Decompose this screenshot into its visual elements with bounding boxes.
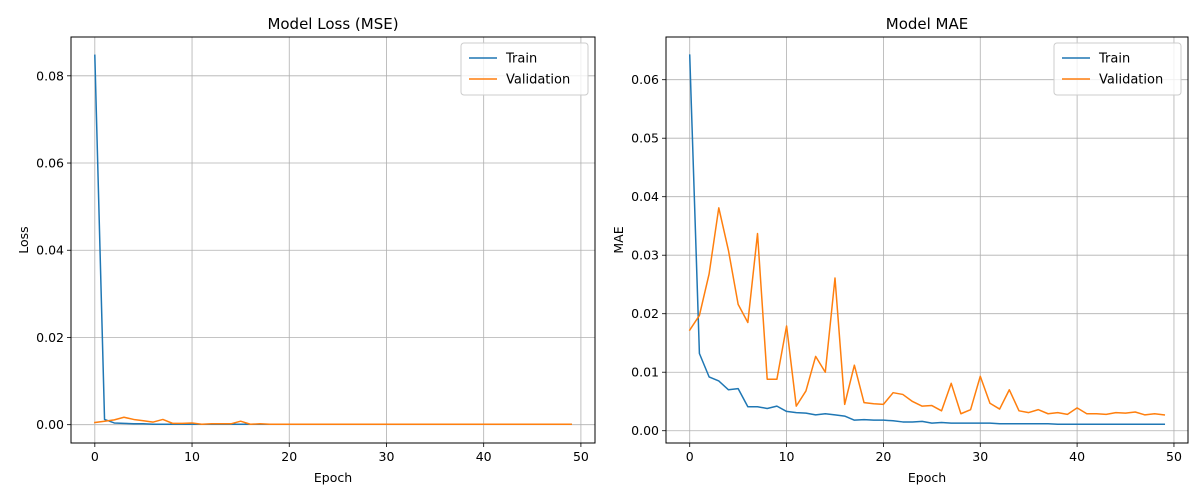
x-tick-label: 10 bbox=[184, 449, 200, 464]
legend-label-train: Train bbox=[1098, 52, 1130, 67]
legend-label-validation: Validation bbox=[506, 73, 570, 88]
x-axis-label: Epoch bbox=[908, 470, 946, 485]
y-tick-label: 0.08 bbox=[36, 68, 64, 83]
x-tick-label: 50 bbox=[1166, 449, 1182, 464]
x-tick-label: 20 bbox=[875, 449, 891, 464]
legend-box bbox=[1053, 42, 1182, 96]
x-tick-label: 30 bbox=[972, 449, 988, 464]
chart-title: Model Loss (MSE) bbox=[267, 15, 398, 33]
mae-subplot: Model MAE Epoch MAE 0 10 20 30 40 50 0.00 0.01 0… bbox=[611, 15, 1189, 485]
legend: Train Validation bbox=[1053, 42, 1182, 96]
plot-frame bbox=[665, 36, 1189, 444]
x-tick-label: 10 bbox=[779, 449, 795, 464]
y-axis-label: MAE bbox=[611, 226, 626, 253]
x-axis-label: Epoch bbox=[314, 470, 352, 485]
x-tick-label: 30 bbox=[379, 449, 395, 464]
y-tick-label: 0.04 bbox=[631, 189, 659, 204]
y-tick-label: 0.00 bbox=[36, 417, 64, 432]
legend-box bbox=[460, 42, 589, 96]
y-tick-label: 0.02 bbox=[631, 306, 659, 321]
y-tick-label: 0.01 bbox=[631, 365, 659, 380]
series-line-validation bbox=[93, 416, 572, 425]
legend: Train Validation bbox=[460, 42, 589, 96]
chart-title: Model MAE bbox=[886, 15, 969, 33]
y-tick-label: 0.06 bbox=[631, 72, 659, 87]
x-tick-label: 40 bbox=[476, 449, 492, 464]
series-line-train bbox=[688, 54, 1166, 426]
x-tick-label: 20 bbox=[281, 449, 297, 464]
plot-frame bbox=[70, 36, 596, 444]
series-line-train bbox=[94, 54, 572, 425]
x-tick-label: 0 bbox=[91, 449, 99, 464]
series-line-validation bbox=[688, 207, 1166, 416]
y-tick-label: 0.06 bbox=[36, 156, 64, 171]
x-tick-label: 40 bbox=[1069, 449, 1085, 464]
y-tick-label: 0.04 bbox=[36, 243, 64, 258]
y-tick-label: 0.00 bbox=[631, 423, 659, 438]
legend-label-validation: Validation bbox=[1099, 73, 1163, 88]
x-tick-label: 50 bbox=[573, 449, 589, 464]
legend-label-train: Train bbox=[505, 52, 537, 67]
y-tick-label: 0.03 bbox=[631, 248, 659, 263]
y-tick-label: 0.05 bbox=[631, 131, 659, 146]
x-tick-label: 0 bbox=[686, 449, 694, 464]
loss-subplot: Model Loss (MSE) Epoch Loss 0 10 20 30 40 50 0… bbox=[16, 15, 596, 485]
y-tick-label: 0.02 bbox=[36, 330, 64, 345]
y-axis-label: Loss bbox=[16, 226, 31, 253]
